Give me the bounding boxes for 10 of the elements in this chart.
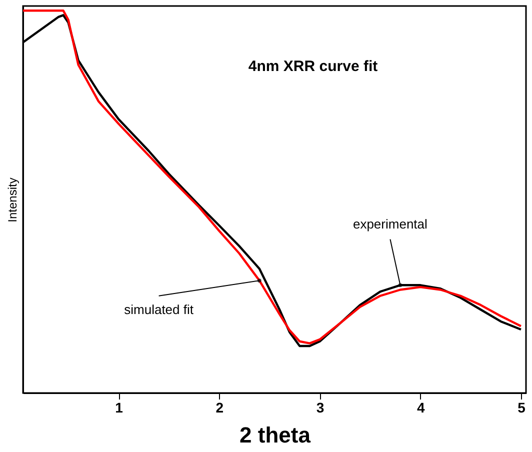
x-tick-label: 5 [518, 400, 526, 416]
x-tick-label: 1 [115, 400, 124, 416]
x-tick-label: 4 [416, 400, 425, 416]
x-tick-label: 2 [216, 400, 224, 416]
text: 4nm XRR curve fit [248, 58, 378, 75]
x-tick-label: 3 [316, 400, 324, 416]
text: simulated fit [124, 302, 194, 317]
y-axis-title: Intensity [6, 178, 20, 222]
text: experimental [352, 216, 428, 232]
x-axis-title: 2 theta [240, 422, 312, 448]
